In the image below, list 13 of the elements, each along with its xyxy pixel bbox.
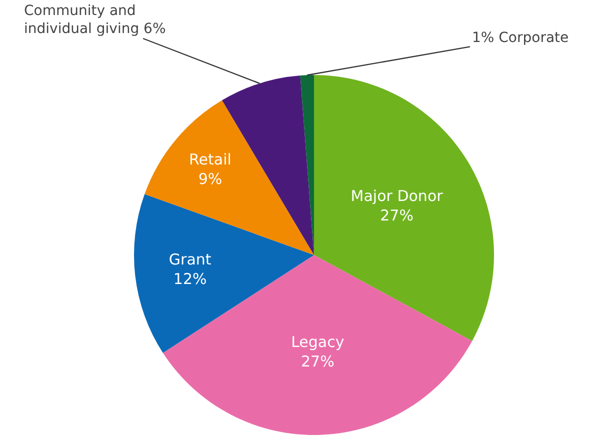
- data-label: 27%: [300, 352, 334, 370]
- slice-label: Grant: [168, 250, 212, 269]
- slice-label: Retail: [189, 150, 232, 169]
- slice-label: Legacy: [291, 332, 344, 351]
- slice-label: 1% Corporate: [472, 30, 569, 46]
- data-label: 12%: [173, 270, 207, 288]
- pie-slice: [162, 255, 472, 435]
- pie-slice: [144, 100, 314, 255]
- pie-slice: [300, 75, 314, 255]
- data-label: 9%: [198, 170, 222, 188]
- slice-label: Major Donor: [350, 186, 444, 205]
- slice-label: Community and individual giving 6%: [24, 3, 166, 38]
- data-label: 27%: [380, 206, 414, 224]
